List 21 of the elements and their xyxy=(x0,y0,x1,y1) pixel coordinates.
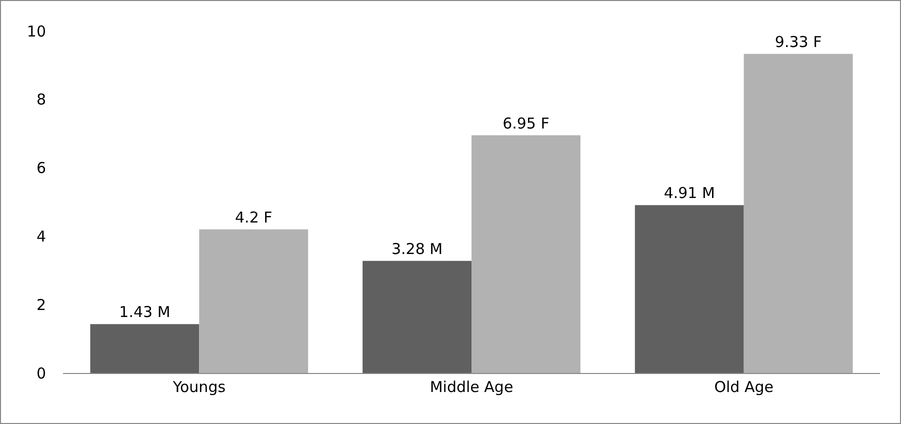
bar xyxy=(199,229,308,373)
data-label: 6.95 F xyxy=(502,114,550,132)
bar xyxy=(472,135,580,373)
y-tick-label: 10 xyxy=(26,22,46,40)
x-tick-label: Middle Age xyxy=(430,378,514,396)
y-tick-label: 2 xyxy=(36,296,46,314)
data-label: 4.91 M xyxy=(664,184,715,202)
y-tick-label: 6 xyxy=(36,159,46,178)
y-tick-label: 0 xyxy=(36,364,46,382)
data-label: 1.43 M xyxy=(119,303,170,322)
bar xyxy=(634,205,744,373)
x-tick-label: Old Age xyxy=(714,378,774,396)
data-label: 9.33 F xyxy=(774,32,822,51)
y-tick-label: 8 xyxy=(36,90,46,109)
data-label: 3.28 M xyxy=(391,240,443,258)
data-label: 4.2 F xyxy=(235,208,272,226)
y-tick-label: 4 xyxy=(36,227,46,246)
x-tick-label: Youngs xyxy=(172,378,226,396)
bar xyxy=(362,260,472,373)
bar xyxy=(90,324,200,373)
bar xyxy=(744,54,853,373)
